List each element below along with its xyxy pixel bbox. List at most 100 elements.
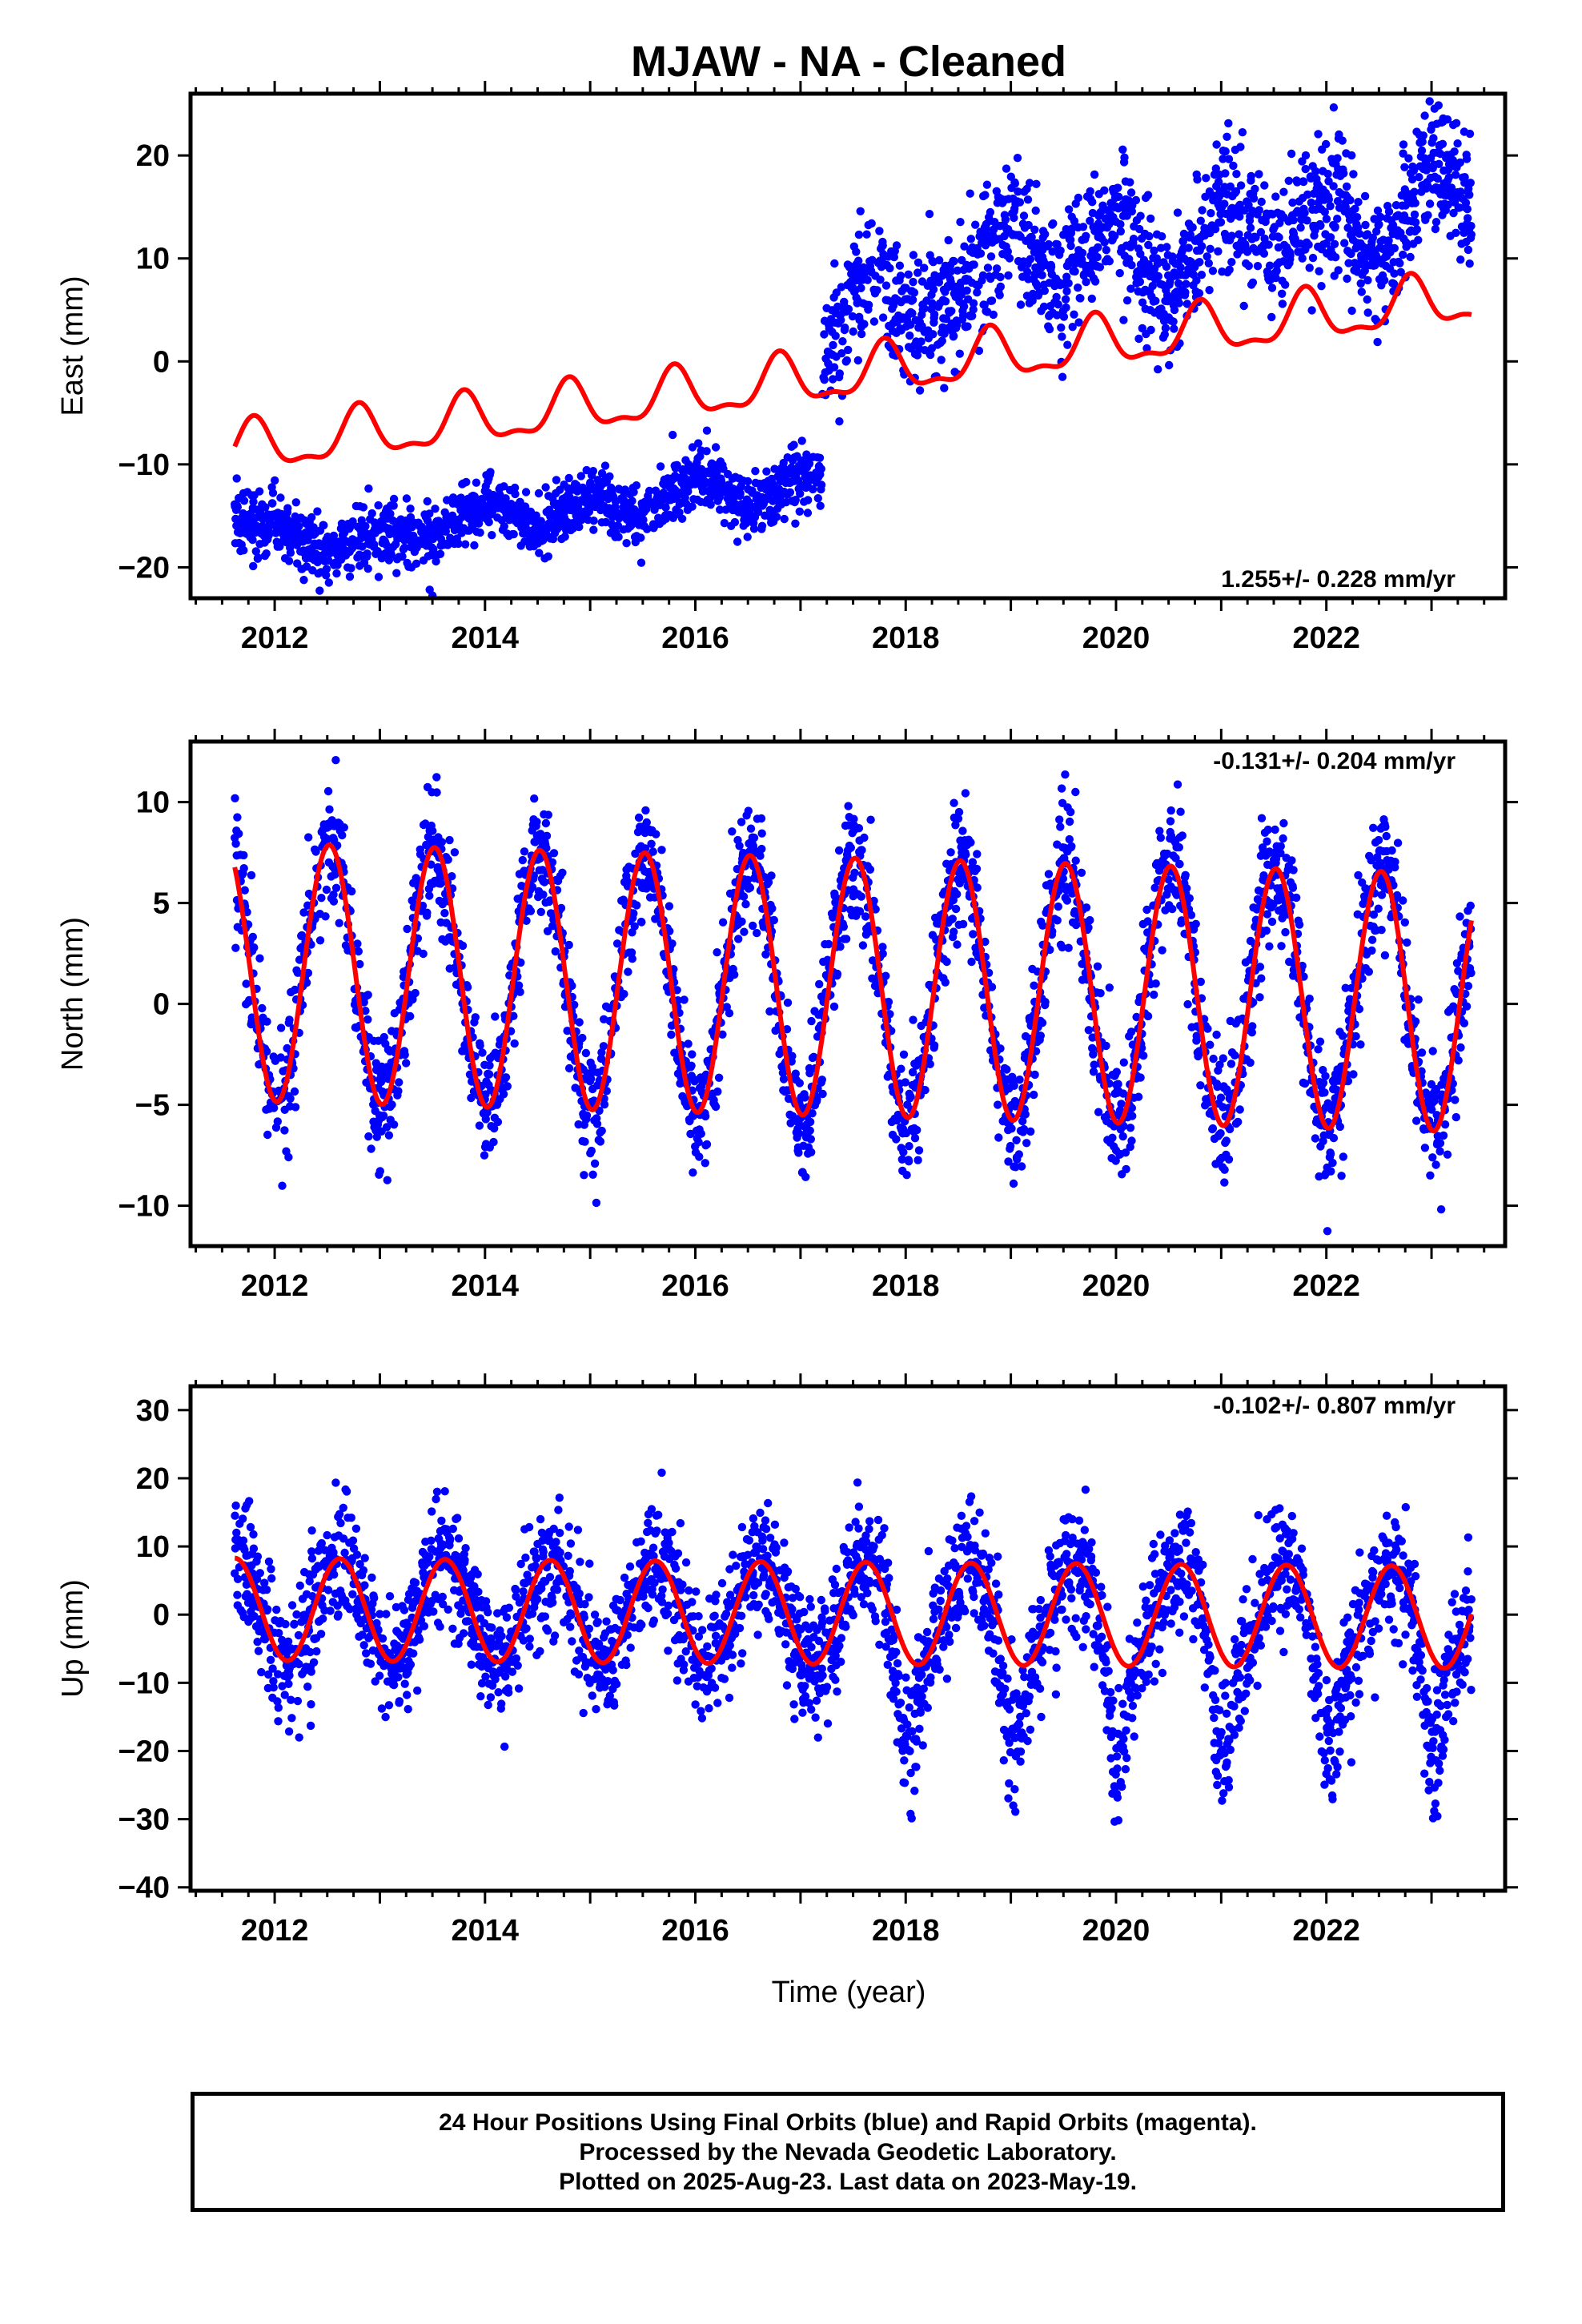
observation-point [962,850,970,859]
observation-point [849,327,857,336]
observation-point [1134,1092,1143,1101]
observation-point [1174,299,1184,308]
observation-point [885,263,894,273]
observation-point [239,864,248,873]
observation-point [247,870,256,880]
observation-point [423,497,432,506]
observation-point [972,864,982,874]
observation-point [854,256,863,265]
observation-point [1260,181,1269,190]
observation-point [1062,896,1072,905]
y-tick-label: 20 [136,139,170,173]
observation-point [520,502,530,511]
observation-point [1176,263,1185,272]
observation-point [1015,198,1025,207]
observation-point [1465,259,1474,268]
observation-point [1126,188,1136,197]
observation-point [624,967,632,976]
observation-point [1239,301,1248,311]
observation-point [437,838,446,846]
observation-point [235,829,243,838]
observation-point [725,1009,734,1018]
observation-point [1131,195,1141,205]
observation-point [1023,195,1033,204]
observation-point [1343,274,1351,283]
observation-point [295,522,303,531]
observation-point [273,1117,282,1126]
observation-point [1136,211,1145,220]
observation-point [1326,202,1335,211]
observation-point [1305,263,1314,272]
observation-point [612,939,622,948]
observation-point [1255,170,1263,179]
observation-point [540,878,549,887]
observation-point [805,1126,814,1136]
observation-point [389,494,399,504]
observation-point [804,496,813,505]
observation-point [632,481,641,490]
observation-point [1193,175,1202,184]
observation-point [489,1137,498,1147]
observation-point [280,1126,289,1135]
observation-point [589,525,598,534]
observation-point [558,868,567,878]
observation-point [1363,295,1371,304]
observation-point [976,249,986,258]
observation-point [1467,230,1476,239]
observation-point [1347,151,1356,160]
observation-point [382,1123,391,1132]
observation-point [1065,817,1074,826]
observation-point [1236,143,1245,151]
observation-point [915,386,925,395]
observation-point [950,332,958,340]
observation-point [1087,294,1097,304]
observation-point [783,998,793,1007]
observation-point [1301,164,1310,174]
observation-point [1453,139,1462,148]
observation-point [816,501,825,510]
observation-point [628,497,636,505]
observation-point [876,275,885,284]
observation-point [329,531,339,541]
observation-point [863,275,872,284]
observation-point [1086,915,1094,925]
observation-point [913,1125,921,1135]
observation-point [1411,218,1420,227]
observation-point [844,345,853,355]
x-tick-label: 2014 [452,621,520,655]
observation-point [1400,163,1409,171]
observation-point [1412,225,1422,234]
observation-point [291,1103,300,1112]
observation-point [1158,232,1166,241]
observation-point [803,509,813,517]
observation-point [834,846,844,855]
observation-point [383,1176,391,1184]
observation-point [501,494,510,503]
observation-point [411,988,420,998]
observation-point [970,260,978,269]
observation-point [1161,324,1170,332]
observation-point [315,936,325,945]
observation-point [917,337,926,346]
observation-point [677,514,687,523]
observation-point [278,1181,287,1190]
observation-point [509,529,518,539]
y-tick-label: 0 [153,345,170,379]
observation-point [359,503,368,512]
observation-point [667,1030,676,1039]
observation-point [1082,277,1090,287]
observation-point [737,917,746,927]
observation-point [476,528,484,537]
observation-point [588,1170,597,1180]
observation-point [684,487,693,496]
observation-point [744,806,753,815]
observation-point [1022,1139,1031,1148]
observation-point [1117,1100,1126,1108]
observation-point [1126,1124,1135,1132]
observation-point [837,316,845,324]
observation-point [967,957,976,967]
observation-point [1139,1051,1148,1060]
observation-point [1375,220,1383,229]
observation-point [856,207,865,215]
observation-point [1467,222,1476,231]
